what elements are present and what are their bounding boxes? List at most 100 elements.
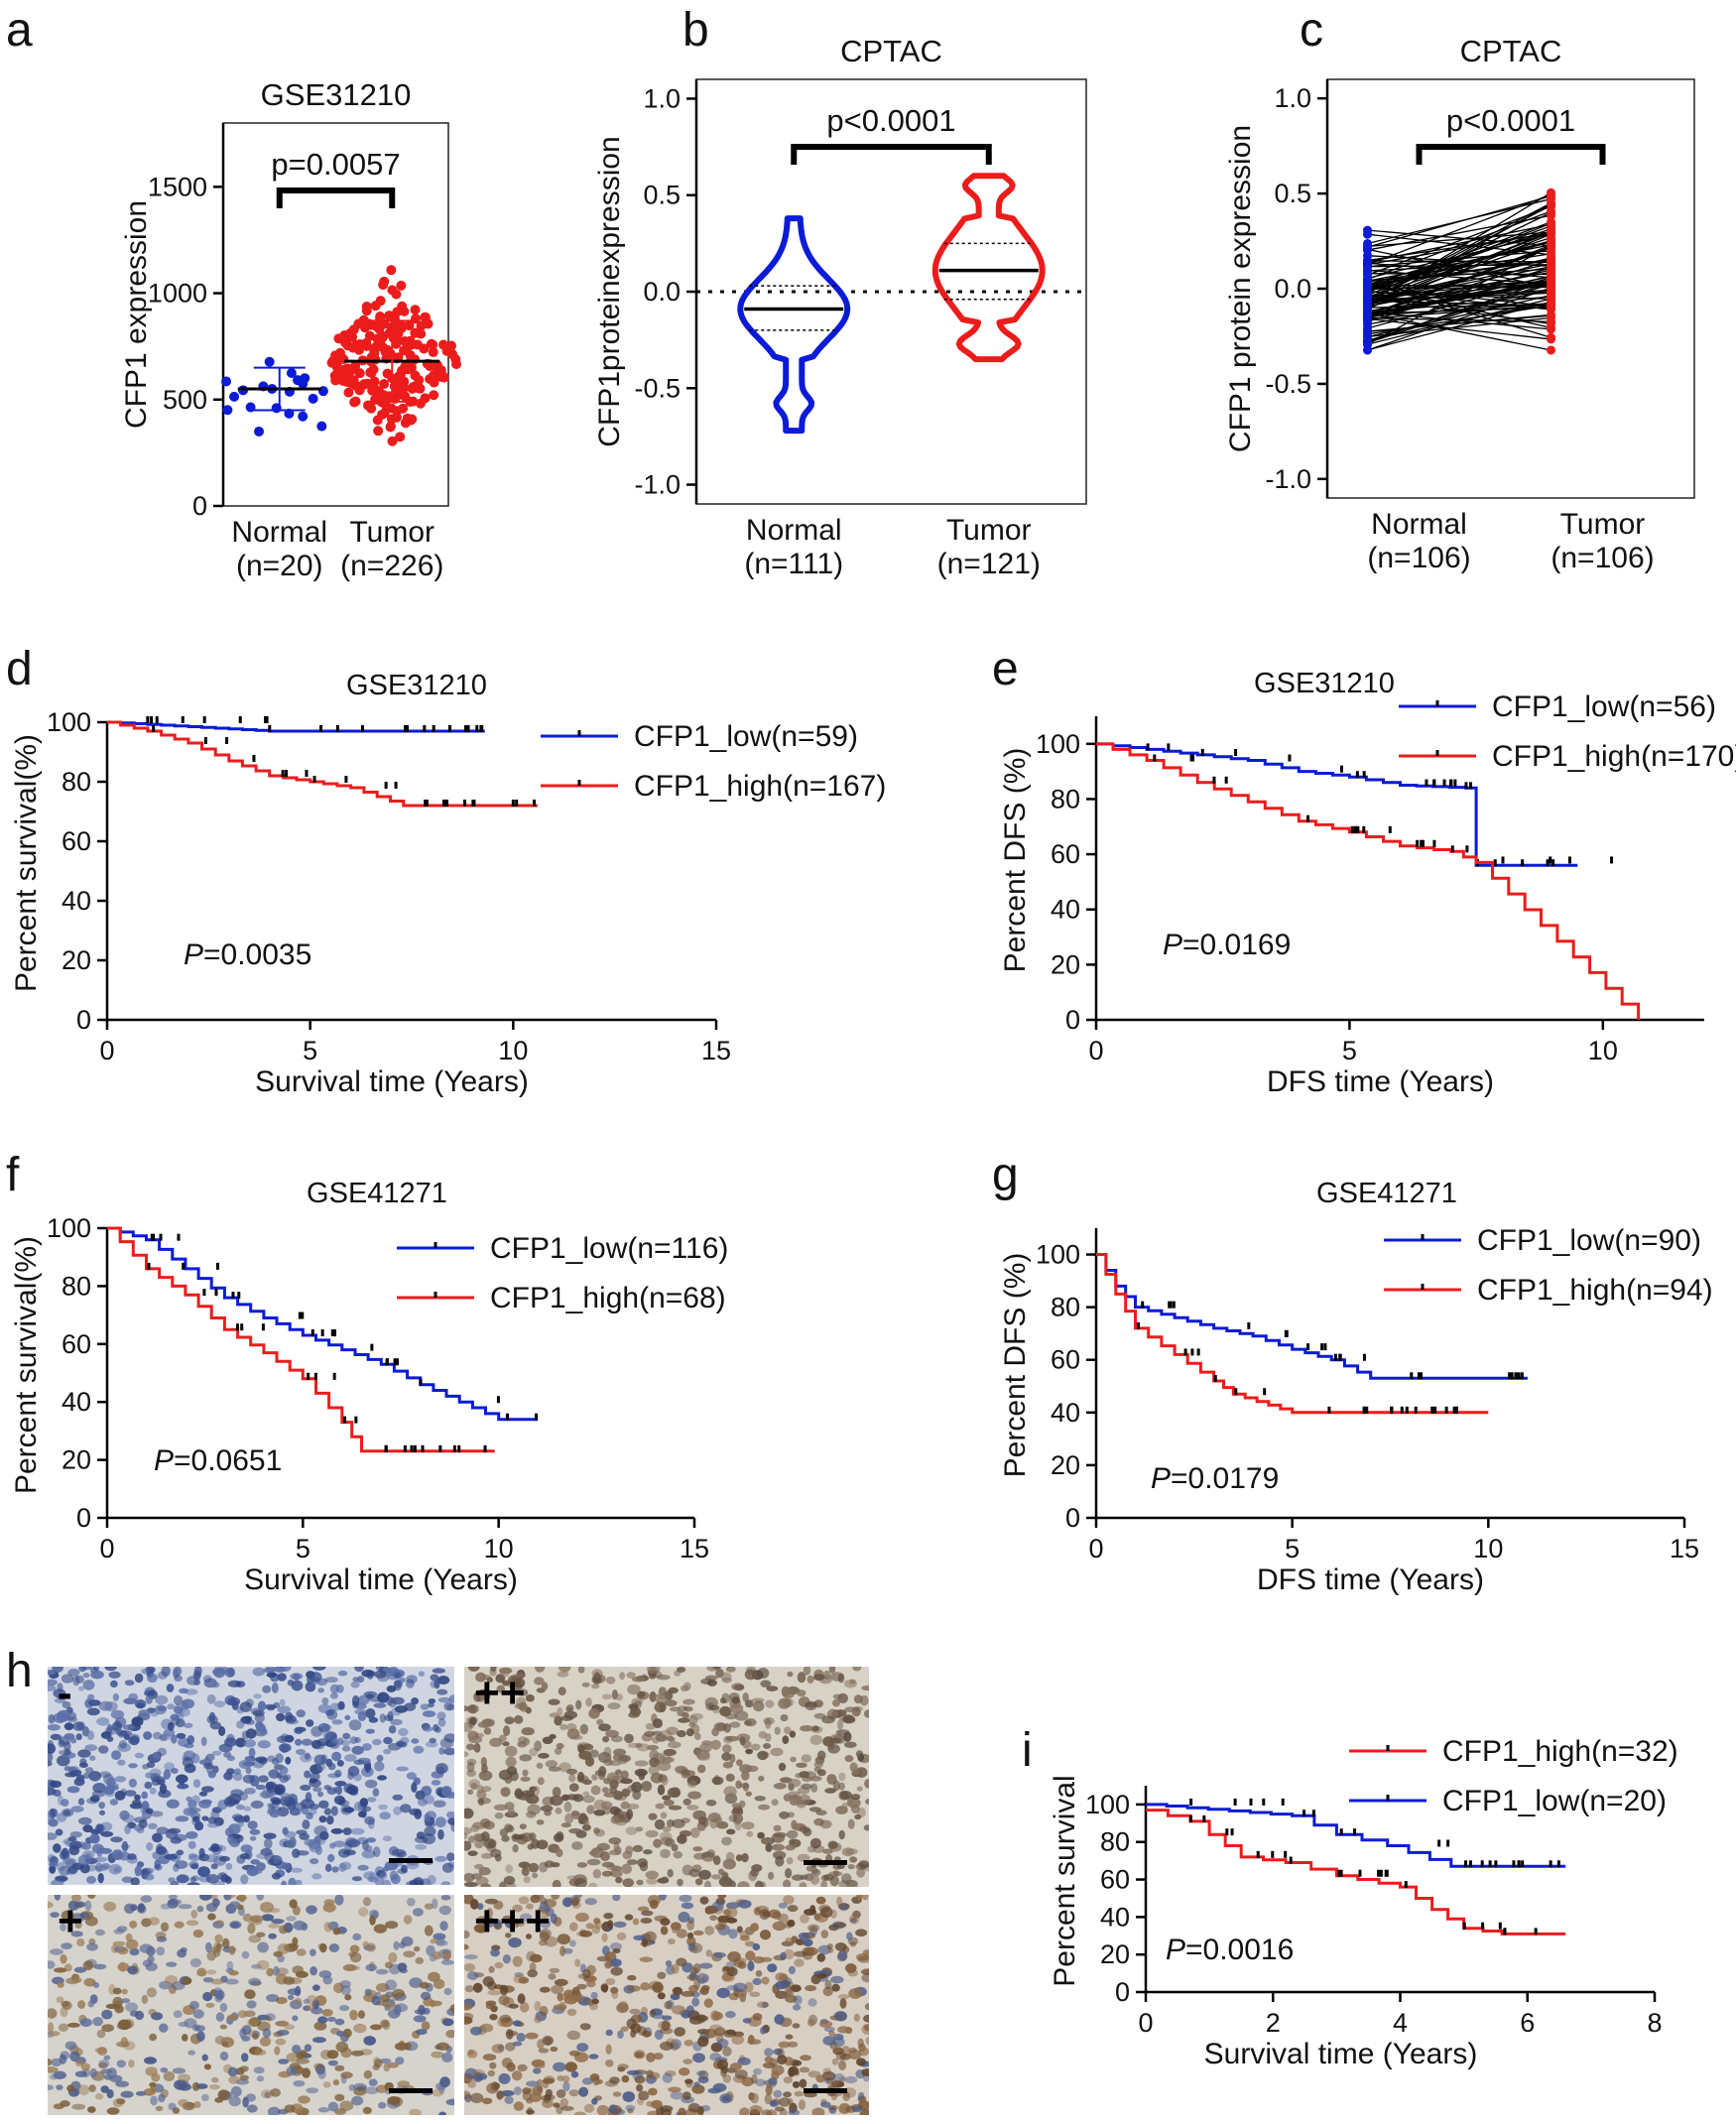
a-data-point — [369, 319, 380, 330]
f-km-curve-2 — [107, 1226, 495, 1453]
micrograph-texture — [464, 1667, 869, 1887]
ihc-micrograph-4: +++ — [464, 1895, 869, 2115]
g-x-tick-label: 15 — [1670, 1534, 1699, 1563]
c-y-label: CFP1 protein expression — [1224, 125, 1257, 452]
b-y-tick-label: -1.0 — [634, 470, 681, 500]
a-data-point — [339, 337, 350, 348]
i-y-label: Percent survival — [1049, 1775, 1081, 1986]
chart-e: GSE31210 0 20 40 60 80 100 0 5 10 DFS time (Years)… — [999, 668, 1736, 1098]
micrograph-grade-label: + — [58, 1897, 83, 1945]
f-title: GSE41271 — [307, 1178, 447, 1209]
chart-i: 0 20 40 60 80 100 0 2 4 6 8 Survival time (Years) Pe… — [1049, 1735, 1678, 2070]
a-data-point — [221, 376, 232, 387]
g-y-tick-label: 100 — [1036, 1240, 1080, 1270]
b-frame — [695, 78, 1087, 505]
a-data-point — [293, 375, 304, 386]
f-y-tick-label: 80 — [62, 1271, 91, 1301]
c-pair-line — [1367, 283, 1551, 344]
c-tumor-point — [1547, 334, 1555, 344]
c-tumor-point — [1547, 253, 1555, 263]
g-y-tick-label: 0 — [1065, 1503, 1080, 1533]
a-data-point — [429, 370, 439, 381]
c-pair-line — [1367, 282, 1551, 315]
i-legend-label: CFP1_high(n=32) — [1442, 1735, 1678, 1768]
c-pair-line — [1367, 230, 1551, 286]
c-normal-point — [1363, 301, 1372, 311]
c-y-tick-label: 0.0 — [1274, 274, 1311, 304]
c-tumor-point — [1547, 324, 1555, 334]
f-y-label: Percent survival(%) — [10, 1236, 43, 1494]
b-n-label: (n=111) — [744, 548, 843, 580]
c-tumor-point — [1547, 298, 1555, 308]
c-normal-point — [1363, 241, 1372, 251]
c-tumor-point — [1547, 345, 1555, 355]
a-y-tick-label: 0 — [192, 491, 207, 521]
b-y-label: CFP1proteinexpression — [593, 136, 626, 447]
b-category-label: Normal — [746, 514, 842, 547]
a-title: GSE31210 — [261, 77, 412, 112]
a-data-point — [264, 356, 275, 367]
a-data-point — [432, 362, 442, 373]
b-violin-normal — [737, 215, 851, 435]
a-data-point — [377, 409, 388, 420]
c-tumor-point — [1547, 217, 1555, 227]
a-data-point — [366, 352, 377, 363]
i-km-curve-2 — [1146, 1803, 1566, 1868]
f-x-tick-label: 15 — [680, 1534, 709, 1563]
panel-letter-e: e — [992, 643, 1019, 695]
e-y-tick-label: 60 — [1051, 839, 1080, 869]
c-pair-line — [1367, 317, 1551, 340]
c-normal-point — [1363, 260, 1372, 270]
d-y-label: Percent survival(%) — [10, 734, 43, 992]
c-category-label: Normal — [1371, 508, 1467, 541]
e-p-value: P=0.0169 — [1163, 929, 1291, 961]
b-y-tick-label: 0.0 — [643, 277, 681, 307]
g-title: GSE41271 — [1316, 1178, 1457, 1209]
a-data-point — [391, 338, 402, 349]
a-data-point — [420, 312, 431, 322]
i-y-tick-label: 40 — [1100, 1902, 1130, 1932]
c-pair-line — [1367, 210, 1551, 281]
g-km-curve-1 — [1096, 1253, 1528, 1380]
a-data-point — [222, 405, 233, 416]
g-y-tick-label: 60 — [1051, 1345, 1080, 1375]
c-normal-point — [1363, 335, 1372, 345]
micrograph-grade-label: ++ — [474, 1669, 526, 1717]
c-pair-line — [1367, 304, 1551, 319]
f-x-tick-label: 5 — [296, 1534, 310, 1563]
c-pair-line — [1367, 221, 1551, 291]
e-y-tick-label: 80 — [1051, 784, 1080, 813]
c-pair-line — [1367, 267, 1551, 322]
d-x-tick-label: 10 — [498, 1036, 528, 1065]
a-data-point — [416, 320, 427, 331]
b-p-value: p<0.0001 — [826, 103, 955, 138]
a-data-point — [286, 368, 297, 379]
c-pair-line — [1367, 241, 1551, 289]
d-p-value: P=0.0035 — [184, 938, 311, 971]
c-pair-line — [1367, 262, 1551, 279]
a-data-point — [354, 368, 365, 379]
f-legend-label: CFP1_low(n=116) — [490, 1232, 728, 1265]
a-data-point — [387, 436, 398, 446]
a-data-point — [354, 338, 365, 349]
a-data-point — [429, 390, 439, 401]
c-p-value: p<0.0001 — [1446, 103, 1575, 138]
d-km-curve-1 — [107, 720, 485, 733]
e-km-curve-2 — [1096, 742, 1641, 1020]
d-y-tick-label: 0 — [76, 1005, 91, 1035]
g-legend-label: CFP1_high(n=94) — [1477, 1274, 1713, 1307]
c-tumor-point — [1547, 227, 1555, 237]
b-y-tick-label: -0.5 — [634, 373, 681, 403]
c-pair-line — [1367, 231, 1551, 307]
micrograph-grade-label: - — [58, 1669, 72, 1717]
c-normal-point — [1363, 310, 1372, 319]
a-data-point — [379, 379, 390, 390]
a-y-tick-label: 1000 — [148, 279, 207, 309]
d-legend-label: CFP1_low(n=59) — [634, 720, 858, 753]
f-legend-label: CFP1_high(n=68) — [490, 1282, 726, 1314]
a-data-point — [429, 377, 439, 388]
scale-bar — [804, 2088, 847, 2093]
a-data-point — [364, 330, 375, 341]
c-tumor-point — [1547, 198, 1555, 208]
